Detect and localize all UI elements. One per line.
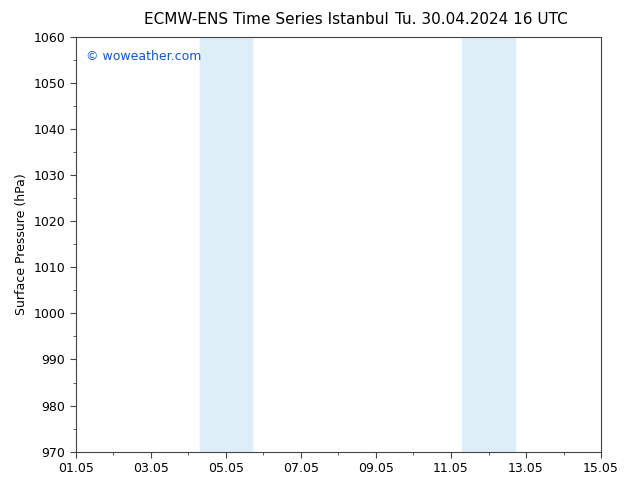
- Text: ECMW-ENS Time Series Istanbul: ECMW-ENS Time Series Istanbul: [144, 12, 389, 27]
- Text: © woweather.com: © woweather.com: [86, 49, 202, 63]
- Y-axis label: Surface Pressure (hPa): Surface Pressure (hPa): [15, 173, 28, 315]
- Bar: [462, 37, 515, 452]
- Bar: [200, 37, 252, 452]
- Text: Tu. 30.04.2024 16 UTC: Tu. 30.04.2024 16 UTC: [396, 12, 568, 27]
